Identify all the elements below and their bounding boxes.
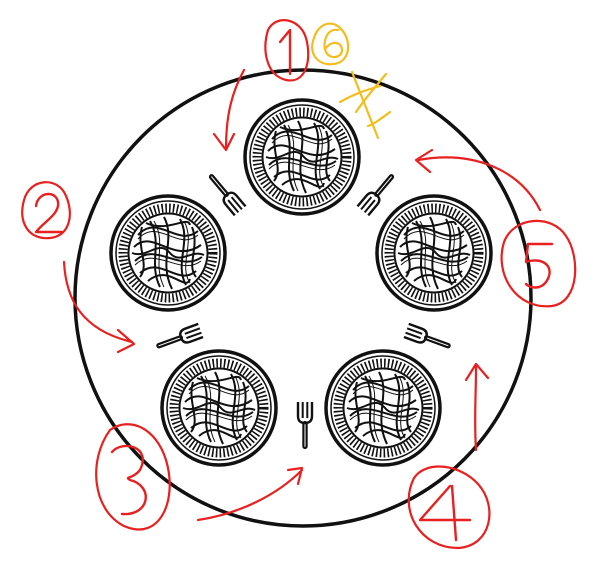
- label-2-stroke: [34, 192, 64, 234]
- spaghetti-plate-icon: [245, 100, 359, 214]
- annotation-circle-5: [500, 219, 577, 308]
- annotation-arrow-2: [62, 260, 136, 354]
- annotation-circle-1: [264, 19, 310, 82]
- label-6-stroke: [323, 28, 344, 59]
- annotation-circle-2: [21, 181, 71, 240]
- spaghetti-plate-icon: [162, 351, 276, 465]
- spaghetti-plate-icon: [377, 196, 491, 310]
- label-1-stroke: [278, 28, 292, 76]
- fork-icon: [204, 169, 247, 217]
- annotation-circle-3: [95, 423, 171, 531]
- annotation-arrow-1: [212, 68, 246, 152]
- annotation-arrow-5: [414, 148, 542, 212]
- fork-icon: [153, 322, 205, 354]
- annotation-circle-6: [311, 22, 350, 66]
- annotation-arrow-3: [196, 466, 304, 522]
- table-outline: [73, 68, 533, 528]
- annotation-arrow-4: [464, 362, 490, 452]
- fork-icon: [296, 400, 314, 450]
- fork-icon: [356, 169, 399, 217]
- spaghetti-plate-icon: [111, 196, 225, 310]
- x-mark-icon: [338, 70, 392, 140]
- label-4-stroke: [418, 484, 472, 542]
- spaghetti-plate-icon: [326, 351, 440, 465]
- fork-icon: [402, 322, 454, 354]
- label-3-stroke: [110, 444, 147, 516]
- annotation-circle-4: [407, 465, 491, 550]
- label-5-stroke: [524, 242, 554, 289]
